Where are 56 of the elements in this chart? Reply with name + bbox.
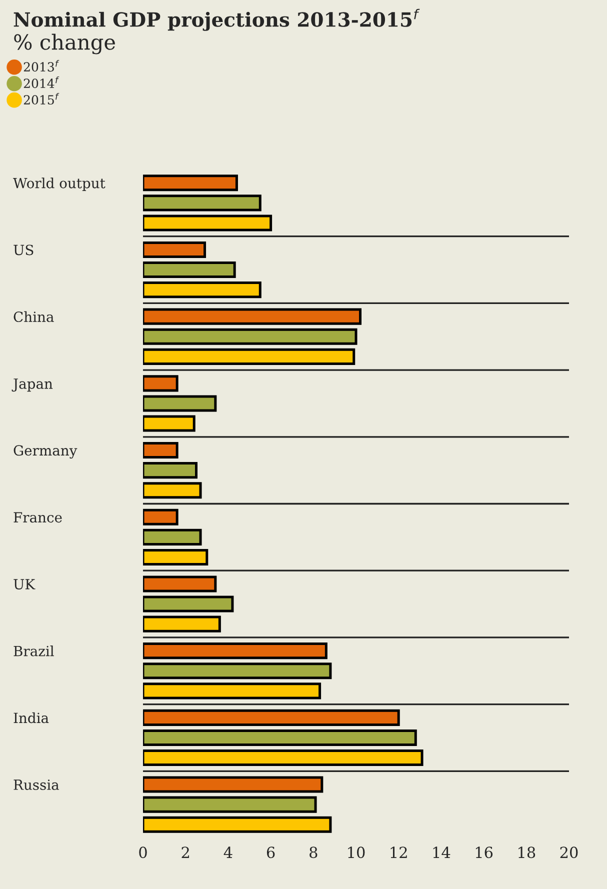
bar	[143, 642, 328, 660]
bar	[143, 729, 417, 746]
bar	[143, 528, 202, 546]
y-tick-label: Brazil	[14, 646, 54, 656]
bar	[143, 262, 236, 278]
bar	[143, 282, 262, 298]
y-tick-label: India	[14, 712, 49, 724]
bar	[143, 796, 317, 813]
x-tick-label: 16	[476, 846, 493, 858]
bar	[143, 709, 400, 726]
y-tick-label: Germany	[14, 445, 78, 459]
bar	[143, 214, 272, 232]
chart-title: Nominal GDP projections 2013-2015$^{f}$	[14, 8, 420, 31]
x-tick-label: 4	[224, 846, 232, 858]
x-tick-label: 20	[560, 846, 578, 858]
x-tick-label: 18	[518, 846, 536, 858]
y-tick-label: Russia	[14, 780, 59, 790]
chart-subtitle: % change	[14, 34, 115, 54]
legend-label: 2015$^{f}$	[24, 92, 60, 105]
legend-label: 2013$^{f}$	[24, 60, 60, 72]
x-tick-label: 8	[310, 846, 318, 858]
bar	[143, 596, 234, 612]
x-tick-label: 14	[433, 846, 450, 858]
bar	[143, 375, 178, 392]
x-tick-label: 2	[182, 846, 189, 858]
y-tick-label: US	[14, 244, 34, 256]
bar	[143, 816, 332, 833]
bar	[143, 482, 202, 499]
bar	[143, 194, 262, 212]
y-tick-label: UK	[14, 579, 36, 590]
bar	[143, 442, 178, 459]
bar	[143, 308, 362, 325]
y-tick-label: Japan	[12, 378, 53, 392]
bar	[143, 415, 196, 432]
x-tick-label: 0	[139, 846, 147, 858]
bar	[143, 548, 208, 566]
bar	[143, 241, 206, 258]
bar	[143, 508, 178, 526]
legend-label: 2014$^{f}$	[24, 76, 60, 88]
bar	[143, 662, 332, 680]
y-tick-label: China	[14, 311, 54, 322]
bar	[143, 750, 424, 766]
x-tick-label: 12	[390, 846, 407, 858]
bar	[143, 576, 217, 592]
bar	[143, 682, 322, 700]
bar	[143, 462, 198, 479]
y-tick-label: France	[14, 512, 62, 523]
bar	[143, 395, 217, 412]
y-tick-label: World output	[13, 178, 106, 192]
bar	[143, 174, 238, 192]
bar	[143, 776, 324, 793]
x-tick-label: 6	[266, 846, 275, 858]
bar	[143, 616, 221, 632]
x-tick-label: 10	[348, 846, 365, 858]
bar	[143, 328, 358, 345]
bar	[143, 348, 356, 365]
